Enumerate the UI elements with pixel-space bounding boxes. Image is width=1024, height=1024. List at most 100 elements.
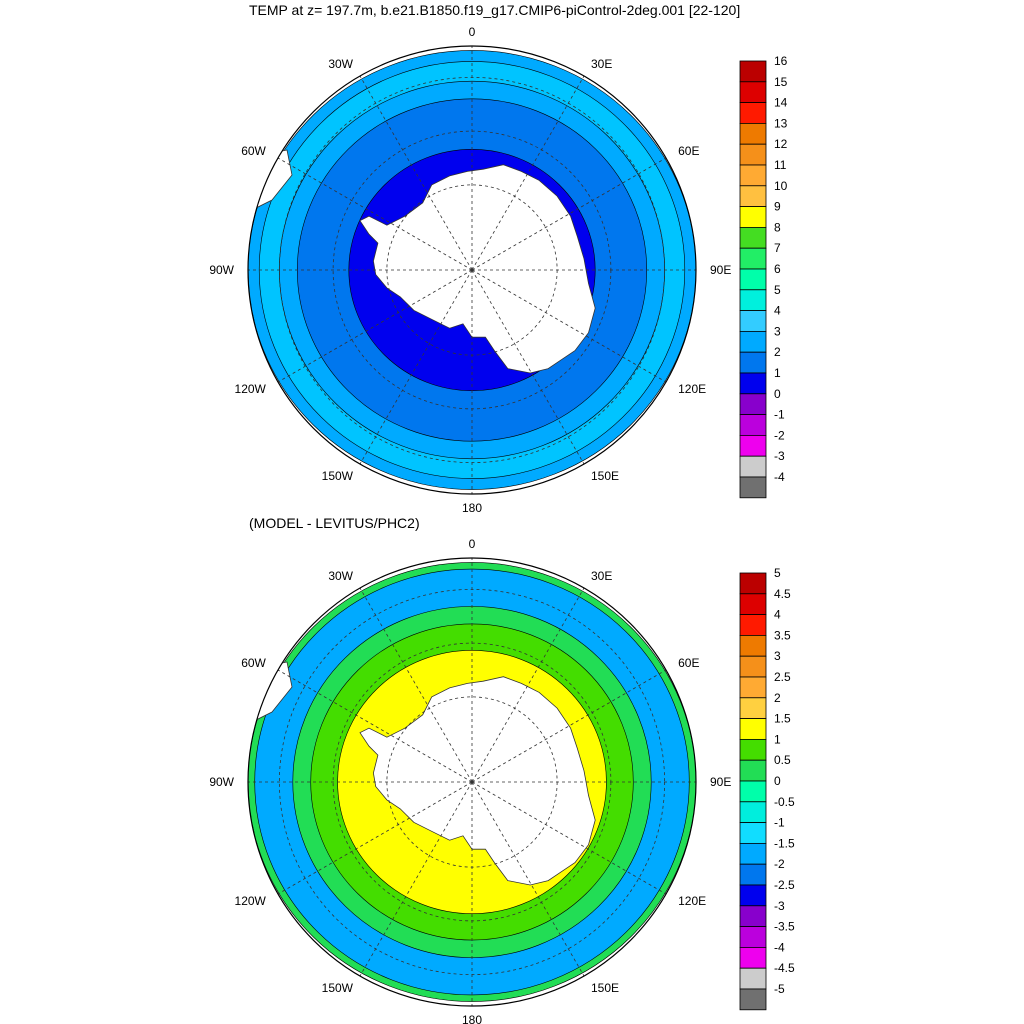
bottom-meridian-line: [471, 587, 585, 783]
top-colorbar-label: 10: [774, 179, 788, 193]
top-colorbar-swatch: [739, 310, 767, 332]
top-colorbar-swatch: [739, 81, 767, 104]
top-colorbar-swatch: [739, 247, 767, 270]
top-colorbar-label: 15: [774, 75, 788, 89]
top-colorbar-label: 0: [774, 387, 781, 401]
top-colorbar-label: 1: [774, 366, 781, 380]
bottom-lon-label: 150E: [591, 981, 619, 995]
bottom-meridian-line: [471, 781, 585, 977]
top-colorbar-label: 5: [774, 283, 781, 297]
top-colorbar-label: 13: [774, 116, 788, 130]
top-lon-label: 120W: [235, 382, 267, 396]
bottom-lon-label: 30E: [591, 569, 612, 583]
bottom-colorbar-label: -2.5: [774, 878, 795, 892]
top-lon-label: 60W: [241, 144, 266, 158]
bottom-lon-label: 30W: [328, 569, 353, 583]
top-colorbar-swatch: [739, 289, 767, 311]
bottom-meridian-line: [471, 669, 667, 783]
top-colorbar-swatch: [739, 393, 767, 415]
bottom-colorbar-label: 4: [774, 608, 781, 622]
top-colorbar-swatch: [739, 372, 767, 395]
top-lon-label: 0: [469, 25, 476, 39]
bottom-lon-label: 90E: [710, 775, 731, 789]
bottom-colorbar-swatch: [739, 988, 767, 1011]
bottom-colorbar-label: -1.5: [774, 836, 795, 850]
bottom-colorbar-label: -2: [774, 857, 785, 871]
bottom-colorbar-label: -0.5: [774, 795, 795, 809]
top-meridian-line: [277, 157, 473, 271]
top-map-border: [247, 45, 697, 495]
bottom-colorbar-swatch: [739, 635, 767, 657]
bottom-lon-label: 0: [469, 537, 476, 551]
bottom-difference-map: 0 30E 60E 90E 120E 150E 180 150W 120W 90W 60W 30W 5 4…: [209, 537, 795, 1024]
bottom-colorbar-label: 2: [774, 691, 781, 705]
bottom-lon-label: 60W: [241, 656, 266, 670]
top-colorbar-label: -3: [774, 449, 785, 463]
bottom-colorbar-swatch: [739, 842, 767, 865]
bottom-meridian-line: [277, 669, 473, 783]
bottom-colorbar-swatch: [739, 780, 767, 803]
top-meridian-line: [359, 269, 473, 465]
top-lon-label: 150E: [591, 469, 619, 483]
top-lon-label: 30W: [328, 57, 353, 71]
bottom-lon-label: 60E: [678, 656, 699, 670]
bottom-colorbar-swatch: [739, 822, 767, 844]
top-lon-label: 30E: [591, 57, 612, 71]
top-colorbar-label: -4: [774, 470, 785, 484]
bottom-colorbar-label: -1: [774, 816, 785, 830]
bottom-colorbar-swatch: [739, 738, 767, 761]
bottom-colorbar-swatch: [739, 676, 767, 699]
top-lon-label: 150W: [322, 469, 354, 483]
top-colorbar-swatch: [739, 330, 767, 353]
bottom-colorbar-swatch: [739, 905, 767, 927]
bottom-colorbar-label: 3: [774, 649, 781, 663]
top-colorbar-label: 9: [774, 200, 781, 214]
top-meridian-line: [359, 75, 473, 271]
bottom-colorbar-label: 1.5: [774, 712, 791, 726]
top-colorbar-label: 16: [774, 54, 788, 68]
top-meridian-line: [471, 269, 585, 465]
bottom-lon-label: 150W: [322, 981, 354, 995]
top-colorbar-swatch: [739, 226, 767, 249]
top-colorbar-label: 4: [774, 304, 781, 318]
top-map-title: TEMP at z= 197.7m, b.e21.B1850.f19_g17.C…: [249, 2, 741, 18]
top-lon-label: 180: [462, 501, 482, 515]
bottom-colorbar-swatch: [739, 801, 767, 823]
top-colorbar-swatch: [739, 476, 767, 499]
bottom-colorbar-swatch: [739, 697, 767, 720]
bottom-lon-label: 120W: [235, 894, 267, 908]
top-colorbar-label: -1: [774, 408, 785, 422]
bottom-colorbar-label: -4: [774, 940, 785, 954]
bottom-colorbar-label: 3.5: [774, 628, 791, 642]
bottom-colorbar-swatch: [739, 926, 767, 948]
bottom-colorbar-swatch: [739, 759, 767, 782]
top-colorbar-label: -2: [774, 428, 785, 442]
bottom-colorbar-swatch: [739, 718, 767, 740]
top-meridian-line: [277, 269, 473, 383]
bottom-meridian-line: [359, 781, 473, 977]
top-colorbar-label: 8: [774, 220, 781, 234]
top-colorbar-swatch: [739, 351, 767, 374]
bottom-meridian-line: [277, 781, 473, 895]
top-colorbar-swatch: [739, 143, 767, 166]
bottom-colorbar-label: 4.5: [774, 587, 791, 601]
top-colorbar-label: 2: [774, 345, 781, 359]
bottom-antarctica-land: [359, 676, 596, 886]
top-colorbar-swatch: [739, 206, 767, 228]
bottom-colorbar-label: 2.5: [774, 670, 791, 684]
top-colorbar-label: 7: [774, 241, 781, 255]
top-colorbar-swatch: [739, 455, 767, 478]
bottom-colorbar-label: 0: [774, 774, 781, 788]
bottom-colorbar-swatch: [739, 884, 767, 907]
top-meridian-line: [471, 75, 585, 271]
bottom-colorbar-swatch: [739, 614, 767, 636]
bottom-colorbar-label: -4.5: [774, 961, 795, 975]
bottom-colorbar: 5 4.5 4 3.5 3 2.5 2 1.5 1 0.5 0 -0.5 -1 -1.5 -2 -2.5 -3 -…: [739, 566, 795, 1011]
bottom-colorbar-label: 1: [774, 732, 781, 746]
bottom-colorbar-label: 0.5: [774, 753, 791, 767]
top-lon-label: 90W: [209, 263, 234, 277]
top-colorbar-swatch: [739, 268, 767, 291]
top-colorbar-swatch: [739, 434, 767, 457]
